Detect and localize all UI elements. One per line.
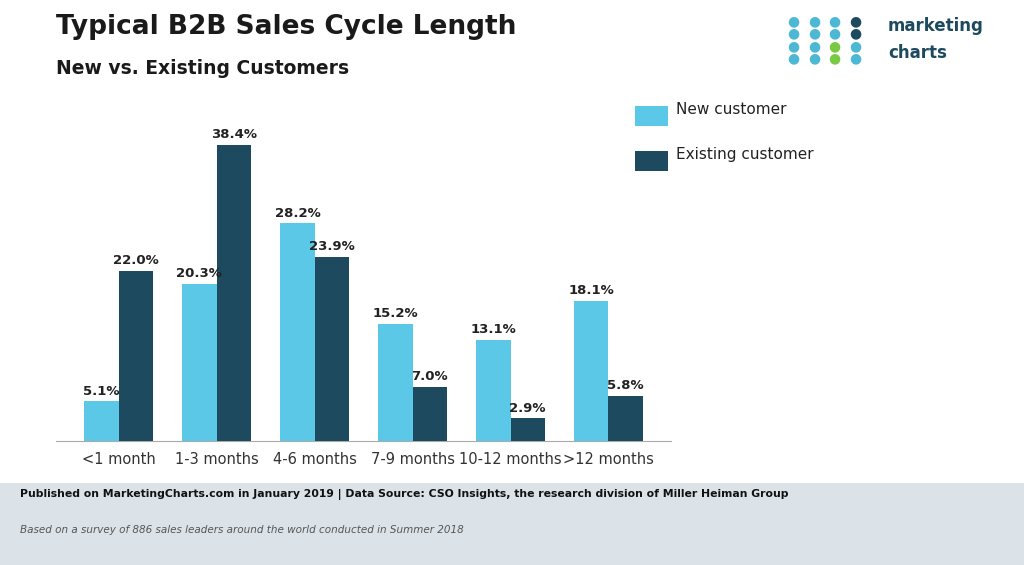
Text: ●: ●: [808, 39, 820, 53]
Bar: [378, 324, 413, 441]
Text: 23.9%: 23.9%: [309, 240, 354, 253]
Text: ●: ●: [787, 51, 800, 66]
Text: 7.0%: 7.0%: [412, 370, 447, 383]
Text: 5.1%: 5.1%: [83, 385, 120, 398]
Text: ●: ●: [808, 14, 820, 28]
Text: Published on MarketingCharts.com in January 2019 | Data Source: CSO Insights, th: Published on MarketingCharts.com in Janu…: [20, 489, 788, 499]
Text: ●: ●: [787, 39, 800, 53]
Text: ●: ●: [828, 51, 841, 66]
Bar: [281, 223, 314, 441]
Text: ●: ●: [849, 14, 861, 28]
Bar: [119, 271, 153, 441]
Text: ●: ●: [808, 51, 820, 66]
Bar: [84, 401, 119, 441]
Text: 22.0%: 22.0%: [113, 254, 159, 267]
Text: ●: ●: [849, 27, 861, 41]
Text: ●: ●: [808, 27, 820, 41]
Text: New customer: New customer: [676, 102, 786, 116]
Text: Existing customer: Existing customer: [676, 147, 813, 162]
Bar: [511, 418, 545, 441]
Bar: [476, 340, 511, 441]
Text: ●: ●: [849, 39, 861, 53]
Text: marketing: marketing: [888, 17, 984, 35]
Bar: [413, 387, 446, 441]
Text: 15.2%: 15.2%: [373, 307, 418, 320]
Text: ●: ●: [787, 27, 800, 41]
Text: 20.3%: 20.3%: [176, 267, 222, 280]
Text: New vs. Existing Customers: New vs. Existing Customers: [56, 59, 349, 79]
Bar: [182, 284, 216, 441]
Text: 38.4%: 38.4%: [211, 128, 257, 141]
Text: 2.9%: 2.9%: [509, 402, 546, 415]
Text: 28.2%: 28.2%: [274, 207, 321, 220]
Bar: [574, 301, 608, 441]
Text: charts: charts: [888, 44, 946, 62]
Bar: [314, 257, 349, 441]
Text: 18.1%: 18.1%: [568, 284, 614, 297]
Text: 5.8%: 5.8%: [607, 379, 644, 392]
Bar: [608, 396, 643, 441]
Text: Based on a survey of 886 sales leaders around the world conducted in Summer 2018: Based on a survey of 886 sales leaders a…: [20, 525, 464, 536]
Text: ●: ●: [849, 51, 861, 66]
Text: ●: ●: [828, 27, 841, 41]
Text: ●: ●: [828, 39, 841, 53]
Text: ●: ●: [828, 14, 841, 28]
Text: Typical B2B Sales Cycle Length: Typical B2B Sales Cycle Length: [56, 14, 517, 40]
Text: ●: ●: [787, 14, 800, 28]
Bar: [216, 145, 251, 441]
Text: 13.1%: 13.1%: [470, 323, 516, 336]
